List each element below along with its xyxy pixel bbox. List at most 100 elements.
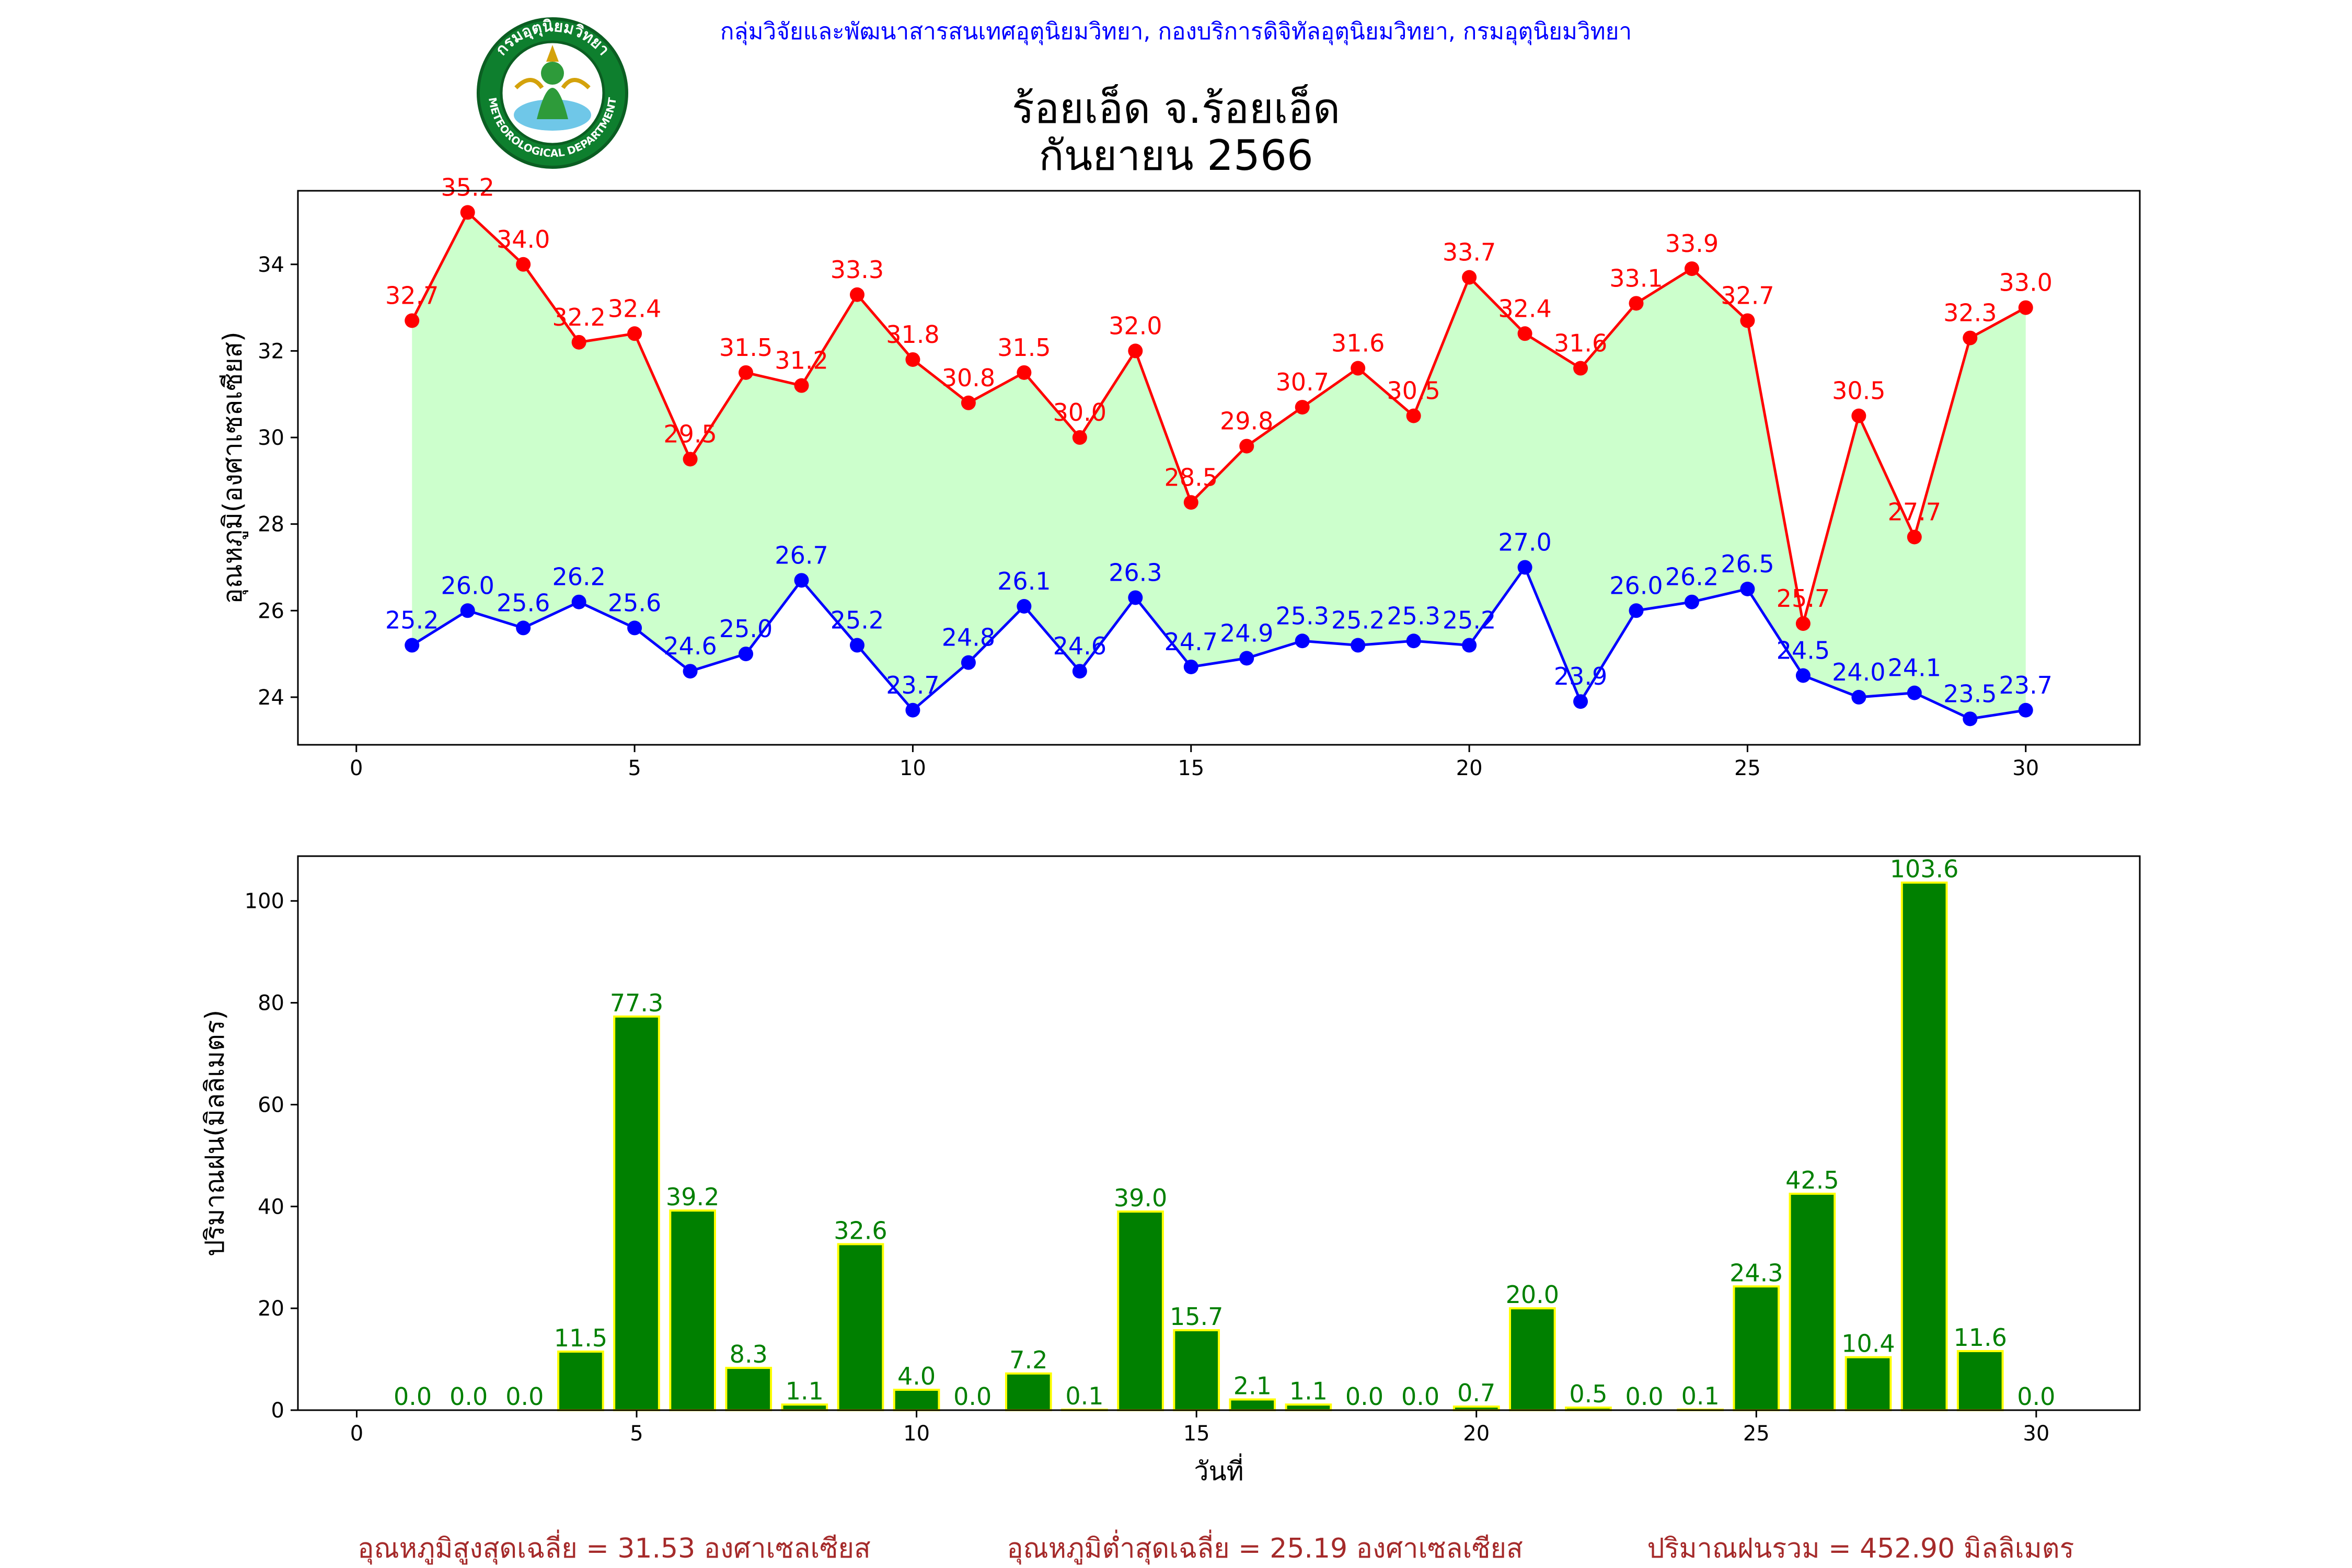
- max-temperature-data-label: 33.1: [1609, 264, 1663, 292]
- min-temperature-data-label: 25.2: [1331, 606, 1385, 635]
- max-temperature-data-label: 30.5: [1387, 377, 1440, 405]
- max-temperature-data-label: 29.5: [663, 420, 717, 448]
- max-temperature-data-label: 27.7: [1888, 498, 1941, 526]
- summary-total-rain: ปริมาณฝนรวม = 452.90 มิลลิเมตร: [1647, 1533, 2074, 1564]
- min-temperature-point: [1295, 633, 1310, 649]
- rainfall-y-tick-label: 100: [245, 890, 284, 914]
- rainfall-y-axis-label: ปริมาณฝน(มิลลิเมตร): [200, 1010, 230, 1256]
- max-temperature-data-label: 29.8: [1220, 407, 1273, 435]
- min-temperature-data-label: 24.1: [1888, 654, 1941, 682]
- rainfall-x-tick-label: 0: [350, 1422, 363, 1446]
- min-temperature-point: [849, 638, 864, 653]
- rainfall-data-label: 0.5: [1569, 1380, 1607, 1408]
- min-temperature-data-label: 27.0: [1498, 528, 1551, 556]
- max-temperature-data-label: 35.2: [441, 173, 494, 201]
- temperature-y-tick-label: 30: [258, 426, 284, 450]
- min-temperature-point: [627, 620, 642, 636]
- rainfall-data-label: 0.0: [394, 1382, 432, 1411]
- min-temperature-point: [1963, 711, 1978, 727]
- temperature-y-axis-label: อุณหภูมิ(องศาเซลเซียส): [217, 331, 248, 604]
- rainfall-bar: [557, 1350, 604, 1411]
- rainfall-data-label: 7.2: [1009, 1346, 1047, 1374]
- max-temperature-data-label: 30.7: [1275, 368, 1329, 396]
- min-temperature-data-label: 25.2: [831, 606, 884, 635]
- min-temperature-point: [1239, 651, 1254, 666]
- min-temperature-point: [739, 647, 754, 662]
- min-temperature-data-label: 25.0: [719, 615, 773, 643]
- max-temperature-data-label: 32.4: [608, 294, 661, 322]
- rainfall-bar: [1733, 1285, 1780, 1411]
- rainfall-bar: [725, 1367, 773, 1411]
- min-temperature-point: [1128, 590, 1143, 605]
- rainfall-bar: [837, 1243, 884, 1411]
- max-temperature-point: [961, 395, 976, 410]
- summary-avg-max-temp: อุณหภูมิสูงสุดเฉลี่ย = 31.53 องศาเซลเซีย…: [358, 1529, 871, 1565]
- rainfall-data-label: 0.1: [1065, 1382, 1103, 1410]
- temperature-x-tick-label: 20: [1456, 756, 1483, 780]
- max-temperature-data-label: 32.2: [552, 303, 605, 331]
- rainfall-data-label: 1.1: [1289, 1377, 1328, 1405]
- summary: อุณหภูมิสูงสุดเฉลี่ย = 31.53 องศาเซลเซีย…: [358, 1529, 2074, 1565]
- max-temperature-data-label: 31.6: [1554, 329, 1607, 358]
- min-temperature-data-label: 24.8: [942, 624, 995, 652]
- min-temperature-data-label: 23.7: [886, 671, 939, 699]
- min-temperature-data-label: 25.3: [1387, 602, 1440, 630]
- temperature-x-tick-label: 0: [350, 756, 363, 780]
- min-temperature-data-label: 26.1: [997, 567, 1051, 595]
- temperature-range-fill: [412, 212, 2026, 719]
- max-temperature-point: [405, 313, 420, 328]
- min-temperature-point: [1684, 594, 1699, 609]
- min-temperature-data-label: 26.2: [552, 563, 605, 591]
- min-temperature-point: [1183, 659, 1198, 674]
- rainfall-data-label: 77.3: [610, 989, 663, 1017]
- rainfall-data-label: 2.1: [1233, 1372, 1272, 1400]
- max-temperature-data-label: 31.6: [1331, 329, 1385, 358]
- max-temperature-point: [1740, 313, 1755, 328]
- rainfall-data-label: 32.6: [834, 1216, 887, 1244]
- min-temperature-point: [1795, 668, 1811, 683]
- rainfall-data-label: 39.0: [1114, 1184, 1167, 1212]
- min-temperature-point: [1629, 603, 1644, 618]
- max-temperature-data-label: 30.8: [942, 364, 995, 392]
- max-temperature-data-label: 32.0: [1109, 312, 1162, 340]
- min-temperature-data-label: 26.2: [1665, 563, 1719, 591]
- max-temperature-point: [1183, 495, 1198, 510]
- rainfall-x-tick-label: 30: [2023, 1422, 2049, 1446]
- max-temperature-data-label: 33.9: [1665, 229, 1719, 258]
- rainfall-data-label: 0.0: [953, 1382, 991, 1411]
- max-temperature-point: [1795, 616, 1811, 631]
- summary-avg-min-temp: อุณหภูมิต่ำสุดเฉลี่ย = 25.19 องศาเซลเซีย…: [1007, 1529, 1523, 1565]
- max-temperature-data-label: 32.7: [385, 281, 439, 309]
- temperature-chart: 32.735.234.032.2 32.429.531.5 31.233.331.8…: [217, 173, 2141, 780]
- min-temperature-point: [460, 603, 475, 618]
- rainfall-x-tick-label: 25: [1743, 1422, 1770, 1446]
- rainfall-data-label: 20.0: [1506, 1281, 1559, 1309]
- rainfall-data-label: 11.5: [554, 1324, 607, 1352]
- max-temperature-point: [1128, 343, 1143, 359]
- max-temperature-point: [627, 326, 642, 341]
- max-temperature-data-label: 30.0: [1053, 398, 1106, 426]
- min-temperature-point: [1907, 685, 1922, 700]
- temperature-y-tick-label: 34: [258, 253, 284, 277]
- min-temperature-point: [1517, 560, 1532, 575]
- max-temperature-point: [1017, 365, 1032, 380]
- max-temperature-data-label: 33.3: [831, 256, 884, 284]
- min-temperature-point: [1851, 689, 1866, 705]
- rainfall-bar: [1956, 1350, 2004, 1412]
- temperature-plot-frame: [297, 190, 2141, 746]
- max-temperature-point: [1072, 430, 1087, 445]
- min-temperature-point: [683, 664, 698, 679]
- max-temperature-data-label: 25.7: [1777, 584, 1830, 613]
- rainfall-chart: 0.0 0.0 0.0 11.5 77.3 39.2 8.3 1.1 32.6 4.0 0.0 7.2…: [200, 855, 2141, 1486]
- max-temperature-data-label: 31.8: [886, 320, 939, 349]
- rainfall-bar: [893, 1389, 940, 1411]
- min-temperature-line: [411, 564, 2026, 720]
- min-temperature-data-label: 25.6: [497, 589, 550, 617]
- min-temperature-data-label: 26.7: [775, 541, 828, 569]
- max-temperature-point: [1295, 400, 1310, 415]
- max-temperature-data-label: 33.7: [1443, 238, 1496, 267]
- agency-line: กลุ่มวิจัยและพัฒนาสารสนเทศอุตุนิยมวิทยา,…: [720, 18, 1632, 45]
- min-temperature-data-label: 23.5: [1943, 679, 1997, 708]
- min-temperature-point: [571, 594, 586, 609]
- max-temperature-data-label: 31.2: [775, 347, 828, 375]
